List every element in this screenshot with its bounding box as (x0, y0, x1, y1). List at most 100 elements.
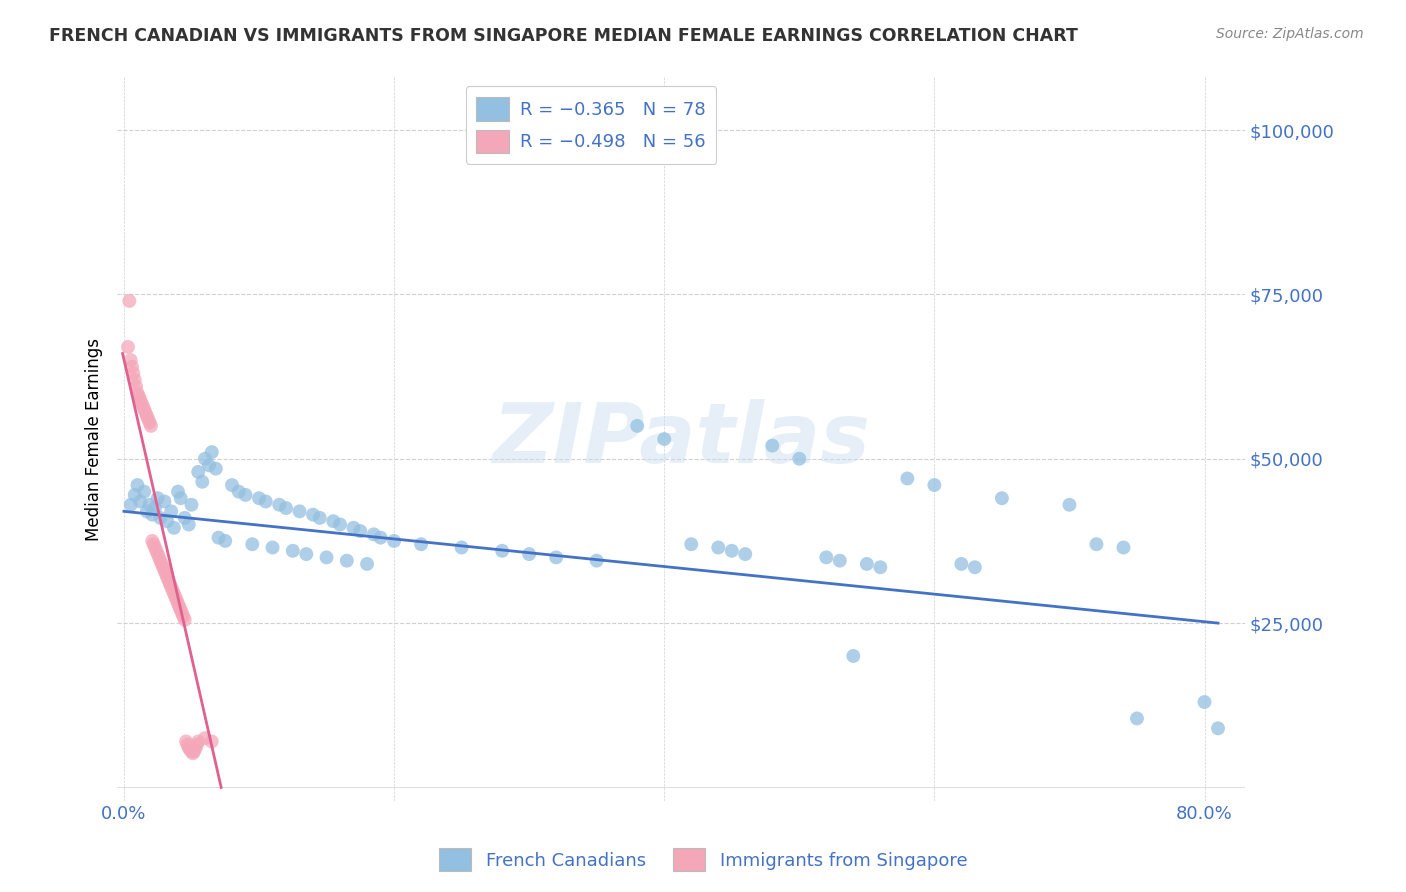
Point (329, 517, 352, 532)
Point (707, 541, 730, 555)
Point (135, 504, 157, 518)
Point (146, 491, 169, 506)
Point (254, 494, 277, 508)
Point (370, 531, 392, 545)
Point (155, 566, 177, 581)
Point (191, 475, 214, 489)
Point (149, 511, 172, 525)
Point (172, 609, 194, 624)
Point (869, 560, 891, 574)
Point (409, 537, 432, 551)
Point (585, 554, 607, 568)
Point (204, 461, 226, 475)
Point (356, 557, 378, 571)
Point (1206, 721, 1229, 735)
Point (121, 359, 143, 374)
Point (179, 742, 201, 756)
Point (120, 498, 142, 512)
Point (450, 541, 472, 555)
Point (201, 734, 224, 748)
Point (761, 439, 783, 453)
Point (176, 738, 198, 752)
Point (160, 504, 183, 518)
Point (174, 734, 197, 748)
Point (856, 557, 879, 571)
Point (122, 366, 145, 380)
Point (138, 416, 160, 430)
Text: ZIPatlas: ZIPatlas (492, 399, 870, 480)
Point (127, 386, 149, 401)
Point (141, 508, 163, 522)
Text: Source: ZipAtlas.com: Source: ZipAtlas.com (1216, 27, 1364, 41)
Point (302, 508, 325, 522)
Point (842, 648, 865, 663)
Text: FRENCH CANADIAN VS IMMIGRANTS FROM SINGAPORE MEDIAN FEMALE EARNINGS CORRELATION : FRENCH CANADIAN VS IMMIGRANTS FROM SINGA… (49, 27, 1078, 45)
Point (183, 744, 205, 758)
Point (170, 603, 193, 617)
Point (221, 478, 243, 492)
Point (207, 531, 229, 545)
Point (148, 550, 170, 565)
Point (315, 550, 337, 565)
Point (815, 550, 838, 565)
Point (228, 484, 250, 499)
Point (152, 560, 174, 574)
Point (1194, 695, 1216, 709)
Point (149, 554, 172, 568)
Point (184, 741, 207, 756)
Point (491, 543, 513, 558)
Point (295, 547, 318, 561)
Point (517, 547, 540, 561)
Point (145, 543, 167, 558)
Point (262, 541, 284, 555)
Point (153, 564, 176, 578)
Point (166, 593, 188, 607)
Point (127, 478, 149, 492)
Point (546, 550, 568, 565)
Point (274, 501, 297, 516)
Point (198, 458, 221, 473)
Point (139, 418, 162, 433)
Point (187, 734, 209, 748)
Point (134, 402, 156, 417)
Point (652, 432, 675, 446)
Point (787, 451, 810, 466)
Point (1059, 498, 1081, 512)
Point (173, 511, 195, 525)
Point (342, 521, 364, 535)
Point (180, 498, 202, 512)
Point (181, 746, 204, 760)
Point (135, 409, 157, 423)
Point (143, 501, 166, 516)
Point (118, 293, 141, 308)
Point (159, 576, 181, 591)
Point (308, 511, 330, 525)
Point (135, 406, 157, 420)
Point (117, 340, 139, 354)
Point (124, 488, 146, 502)
Point (734, 547, 756, 561)
Point (924, 478, 946, 492)
Point (165, 590, 187, 604)
Point (382, 533, 405, 548)
Point (963, 560, 986, 574)
Point (142, 537, 165, 551)
Point (167, 596, 190, 610)
Point (125, 379, 148, 393)
Point (132, 399, 155, 413)
Point (129, 392, 152, 407)
Point (129, 494, 152, 508)
Point (626, 418, 648, 433)
Point (156, 570, 179, 584)
Legend: French Canadians, Immigrants from Singapore: French Canadians, Immigrants from Singap… (432, 841, 974, 879)
Point (235, 488, 257, 502)
Point (134, 484, 156, 499)
Point (138, 498, 160, 512)
Point (950, 557, 973, 571)
Point (128, 389, 150, 403)
Point (336, 554, 359, 568)
Point (160, 580, 183, 594)
Point (214, 533, 236, 548)
Point (1085, 537, 1108, 551)
Point (153, 494, 176, 508)
